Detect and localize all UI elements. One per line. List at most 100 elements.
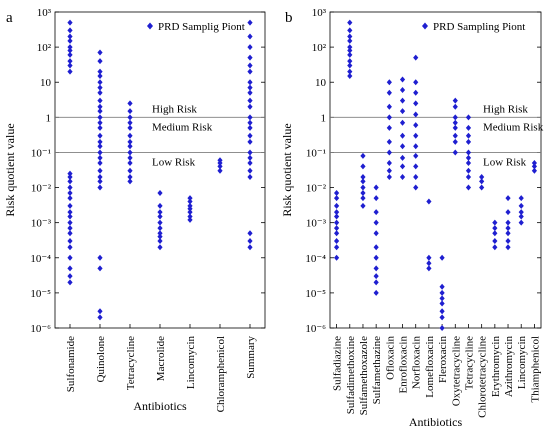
- y-tick-label: 10⁻¹: [31, 147, 51, 159]
- data-point: [347, 33, 353, 40]
- category-label: Lincomycin: [516, 336, 528, 390]
- data-point: [97, 314, 103, 321]
- data-point: [531, 163, 538, 170]
- y-tick-label: 10³: [37, 7, 52, 19]
- data-point: [492, 225, 498, 232]
- category-label: Lincomycin: [185, 336, 197, 390]
- y-tick-label: 10⁻¹: [306, 147, 326, 159]
- data-point: [247, 124, 253, 131]
- data-point: [505, 219, 511, 226]
- data-point: [426, 198, 432, 205]
- data-point: [247, 89, 253, 96]
- y-tick-label: 10: [315, 77, 327, 89]
- data-point: [452, 119, 458, 126]
- data-point: [97, 149, 103, 156]
- y-axis-label: Risk quotient value: [280, 123, 294, 216]
- data-point: [67, 170, 73, 177]
- data-point: [333, 230, 340, 237]
- data-point: [67, 189, 73, 196]
- data-point: [452, 124, 458, 131]
- data-point: [127, 167, 133, 174]
- data-point: [217, 163, 223, 170]
- data-point: [67, 219, 73, 226]
- y-tick-label: 10⁻⁶: [30, 323, 51, 335]
- category-label: Sulfonamide: [65, 336, 77, 392]
- data-point: [465, 154, 472, 161]
- data-point: [505, 209, 511, 216]
- data-point: [67, 230, 73, 237]
- data-point: [217, 167, 223, 174]
- data-point: [360, 195, 366, 202]
- y-axis-label: Risk quotient value: [3, 123, 17, 216]
- data-point: [247, 62, 253, 69]
- data-point: [505, 244, 511, 251]
- data-point: [67, 173, 73, 180]
- y-tick-label: 10⁻²: [31, 183, 52, 195]
- data-point: [360, 178, 366, 185]
- data-point: [333, 219, 340, 226]
- category-label: Lomefloxacin: [424, 336, 436, 398]
- data-point: [386, 89, 392, 96]
- data-point: [413, 89, 419, 96]
- data-point: [373, 209, 379, 216]
- data-point: [97, 265, 103, 272]
- data-point: [373, 195, 379, 202]
- y-tick-label: 10⁻⁴: [305, 253, 326, 265]
- data-point: [127, 143, 133, 150]
- data-point: [347, 27, 353, 34]
- data-point: [413, 163, 419, 170]
- data-point: [247, 167, 253, 174]
- data-point: [247, 97, 253, 104]
- data-point: [518, 209, 524, 216]
- data-point: [531, 160, 538, 167]
- data-point: [157, 225, 163, 232]
- data-point: [97, 58, 103, 65]
- category-label: Sulfamethazine: [371, 336, 383, 405]
- data-point: [413, 100, 419, 107]
- data-point: [386, 114, 392, 121]
- data-point: [518, 213, 524, 220]
- data-point: [247, 44, 253, 51]
- data-point: [413, 79, 419, 86]
- data-point: [439, 289, 445, 296]
- data-point: [413, 54, 419, 61]
- data-point: [97, 73, 103, 80]
- data-point: [492, 219, 498, 226]
- category-label: Summary: [245, 336, 257, 379]
- data-point: [386, 167, 392, 174]
- data-point: [360, 173, 366, 180]
- data-point: [347, 37, 353, 44]
- data-point: [97, 114, 103, 121]
- data-point: [452, 149, 458, 156]
- data-point: [386, 173, 392, 180]
- data-point: [97, 97, 103, 104]
- category-label: Sulfadimethoxine: [345, 336, 357, 414]
- data-point: [347, 58, 353, 65]
- data-point: [157, 209, 163, 216]
- data-point: [439, 295, 445, 302]
- data-point: [127, 178, 133, 185]
- data-point: [426, 260, 432, 267]
- data-point: [399, 108, 406, 115]
- data-point: [386, 103, 392, 110]
- data-point: [413, 111, 419, 118]
- data-point: [97, 79, 103, 86]
- data-point: [399, 173, 406, 180]
- data-point: [518, 219, 524, 226]
- data-point: [127, 154, 133, 161]
- y-tick-label: 1: [46, 112, 52, 124]
- data-point: [97, 119, 103, 126]
- data-point: [97, 124, 103, 131]
- data-point: [247, 173, 253, 180]
- legend-label: PRD Samplig Piont: [158, 21, 245, 33]
- data-point: [465, 114, 472, 121]
- data-point: [97, 178, 103, 185]
- data-point: [187, 195, 193, 202]
- data-point: [187, 198, 193, 205]
- data-point: [97, 68, 103, 75]
- plot-frame: [54, 11, 266, 329]
- data-point: [97, 84, 103, 91]
- data-point: [386, 138, 392, 145]
- data-point: [67, 279, 73, 286]
